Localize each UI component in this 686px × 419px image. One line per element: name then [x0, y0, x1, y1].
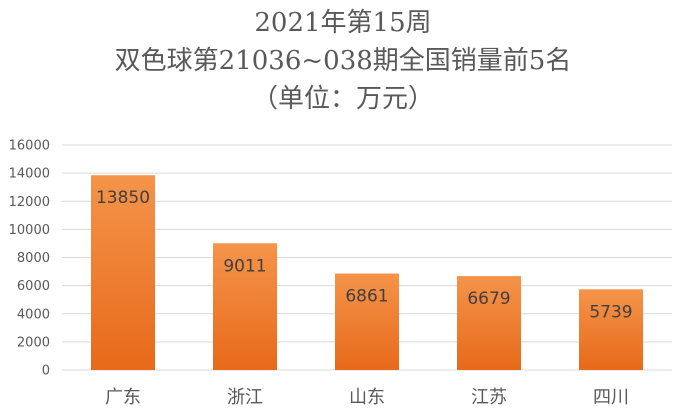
y-tick-label: 14000 — [9, 167, 50, 182]
x-axis: 广东 浙江 山东 江苏 四川 — [105, 387, 629, 408]
y-tick-label: 12000 — [9, 195, 50, 210]
data-label: 9011 — [223, 256, 266, 276]
data-label: 6861 — [345, 287, 388, 307]
x-tick-label: 广东 — [105, 387, 141, 408]
bar — [91, 175, 155, 370]
y-tick-label: 4000 — [17, 307, 50, 322]
data-label: 13850 — [96, 188, 150, 208]
data-labels: 13850 9011 6861 6679 5739 — [96, 188, 633, 322]
y-tick-label: 0 — [42, 364, 50, 379]
bar — [579, 289, 643, 370]
x-tick-label: 浙江 — [227, 387, 263, 408]
y-tick-label: 10000 — [9, 223, 50, 238]
y-tick-label: 2000 — [17, 335, 50, 350]
chart-title: 2021年第15周 双色球第21036~038期全国销量前5名 （单位：万元） — [0, 4, 686, 118]
chart-title-line-2: 双色球第21036~038期全国销量前5名 — [114, 46, 572, 76]
y-axis: 0 2000 4000 6000 8000 10000 12000 14000 16000 — [9, 139, 50, 379]
x-tick-label: 江苏 — [471, 387, 507, 408]
bar — [213, 243, 277, 370]
bar — [335, 273, 399, 370]
bar — [457, 276, 521, 370]
x-tick-label: 山东 — [349, 387, 385, 408]
x-tick-label: 四川 — [593, 387, 629, 408]
bars — [91, 175, 643, 370]
chart-title-line-1: 2021年第15周 — [254, 8, 432, 38]
y-tick-label: 8000 — [17, 251, 50, 266]
data-label: 6679 — [467, 289, 510, 309]
y-tick-label: 6000 — [17, 279, 50, 294]
y-tick-label: 16000 — [9, 139, 50, 154]
data-label: 5739 — [589, 302, 632, 322]
chart-title-line-3: （单位：万元） — [251, 84, 434, 114]
